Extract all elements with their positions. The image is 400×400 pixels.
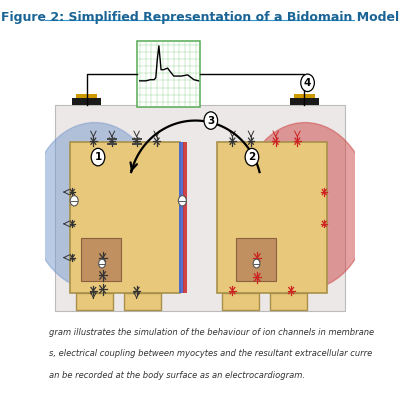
Text: s, electrical coupling between myocytes and the resultant extracellular curre: s, electrical coupling between myocytes …	[48, 349, 372, 358]
Circle shape	[89, 150, 175, 262]
Circle shape	[76, 166, 138, 246]
FancyBboxPatch shape	[222, 292, 259, 310]
Text: an be recorded at the body surface as an electrocardiogram.: an be recorded at the body surface as an…	[48, 371, 304, 380]
Circle shape	[99, 259, 106, 268]
Circle shape	[245, 148, 259, 166]
Circle shape	[178, 196, 186, 206]
FancyBboxPatch shape	[217, 142, 327, 293]
FancyBboxPatch shape	[294, 94, 315, 98]
FancyBboxPatch shape	[81, 238, 121, 282]
FancyBboxPatch shape	[72, 98, 101, 106]
FancyBboxPatch shape	[236, 238, 276, 282]
FancyBboxPatch shape	[137, 41, 200, 107]
Circle shape	[91, 148, 105, 166]
Circle shape	[30, 122, 160, 289]
FancyBboxPatch shape	[55, 105, 345, 311]
FancyBboxPatch shape	[76, 94, 97, 98]
Circle shape	[253, 259, 260, 268]
Circle shape	[218, 150, 305, 262]
Text: 4: 4	[304, 78, 311, 88]
Text: 1: 1	[94, 152, 102, 162]
Text: gram illustrates the simulation of the behaviour of ion channels in membrane: gram illustrates the simulation of the b…	[48, 328, 374, 337]
Text: 2: 2	[248, 152, 256, 162]
Text: 3: 3	[207, 116, 214, 126]
FancyBboxPatch shape	[179, 142, 184, 293]
FancyBboxPatch shape	[70, 142, 180, 293]
Circle shape	[256, 166, 318, 246]
FancyBboxPatch shape	[290, 98, 319, 106]
Circle shape	[240, 122, 370, 289]
FancyBboxPatch shape	[124, 292, 161, 310]
Circle shape	[204, 112, 218, 129]
Text: Figure 2: Simplified Representation of a Bidomain Model: Figure 2: Simplified Representation of a…	[1, 11, 399, 24]
Circle shape	[301, 74, 314, 92]
Circle shape	[70, 196, 78, 206]
FancyBboxPatch shape	[76, 292, 114, 310]
FancyBboxPatch shape	[270, 292, 307, 310]
FancyBboxPatch shape	[183, 142, 187, 293]
